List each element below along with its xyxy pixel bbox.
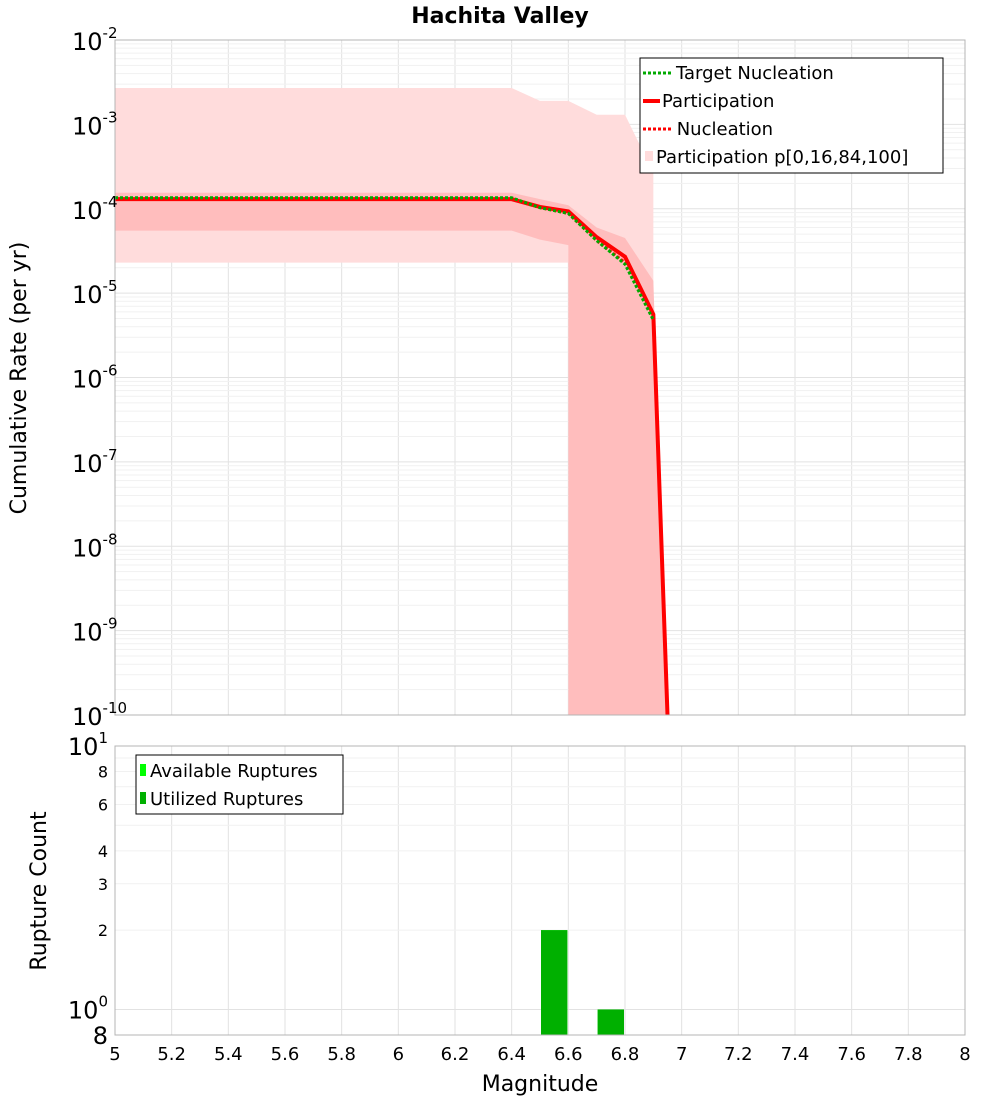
x-tick-label: 5.2 [157, 1044, 186, 1065]
rate-y-axis-title: Cumulative Rate (per yr) [7, 242, 32, 515]
bar-utilized [597, 1009, 624, 1035]
x-tick-label: 5 [109, 1044, 120, 1065]
participation-bands [115, 87, 668, 715]
legend-available-swatch [140, 764, 146, 776]
count-y-tick-label: 8 [98, 763, 108, 782]
rate-series [115, 196, 670, 716]
x-tick-label: 8 [959, 1044, 970, 1065]
x-tick-label: 7.6 [837, 1044, 866, 1065]
chart-title: Hachita Valley [411, 4, 589, 29]
x-tick-label: 6.6 [554, 1044, 583, 1065]
rate-legend: Target Nucleation Participation Nucleati… [639, 57, 944, 174]
count-x-ticks: 5 5.2 5.4 5.6 5.8 6 6.2 6.4 6.6 6.8 7 7.2 7.4 7.6 7.8 8 [109, 1044, 970, 1065]
participation-band-inner [115, 192, 668, 715]
x-tick-label: 5.4 [214, 1044, 243, 1065]
rate-plot-frame [114, 39, 966, 716]
rate-panel: 10-2 10-3 10-4 10-5 10-6 10-7 10-8 10-9 10-10 Cu… [7, 24, 966, 731]
x-tick-label: 6.8 [611, 1044, 640, 1065]
count-legend-box [135, 754, 344, 815]
legend-participation-band-label: Participation p[0,16,84,100] [656, 147, 908, 168]
x-tick-label: 7.4 [781, 1044, 810, 1065]
x-tick-label: 7.2 [724, 1044, 753, 1065]
count-y-tick-label: 2 [98, 921, 108, 940]
x-axis-title: Magnitude [482, 1072, 599, 1097]
rate-y-tick-label: 10-6 [72, 362, 118, 394]
count-y-tick-label: 100 [68, 992, 108, 1024]
rate-legend-box [639, 57, 944, 174]
count-y-tick-label: 101 [68, 729, 108, 761]
x-tick-label: 6.2 [441, 1044, 470, 1065]
count-bars [541, 930, 624, 1035]
legend-utilized-swatch [140, 792, 146, 804]
x-tick-label: 5.6 [271, 1044, 300, 1065]
series-target-line [115, 196, 655, 321]
count-y-tick-label: 6 [98, 795, 108, 814]
count-y-axis-title: Rupture Count [27, 811, 52, 971]
legend-nucleation-label: Nucleation [671, 119, 773, 140]
bar-utilized [541, 930, 568, 1035]
count-y-tick-label: 8 [93, 1022, 108, 1050]
count-y-tick-label: 3 [98, 875, 108, 894]
rate-y-tick-label: 10-5 [72, 277, 118, 309]
legend-participation-label: Participation [662, 91, 774, 112]
legend-participation-band-swatch [645, 151, 653, 161]
x-tick-label: 6 [393, 1044, 404, 1065]
rate-y-tick-label: 10-9 [72, 615, 118, 647]
legend-target-nucleation-label: Target Nucleation [675, 63, 834, 84]
x-tick-label: 6.4 [497, 1044, 526, 1065]
rate-y-tick-label: 10-2 [72, 24, 118, 56]
count-plot-frame [114, 745, 966, 1036]
rate-y-tick-label: 10-7 [72, 446, 118, 478]
participation-band-outer [115, 87, 654, 715]
count-legend: Available Ruptures Utilized Ruptures [135, 754, 344, 815]
rate-y-tick-label: 10-8 [72, 530, 118, 562]
x-tick-label: 7 [676, 1044, 687, 1065]
legend-available-label: Available Ruptures [150, 761, 318, 782]
count-y-tick-label: 4 [98, 842, 108, 861]
legend-utilized-label: Utilized Ruptures [150, 789, 303, 810]
x-tick-label: 5.8 [327, 1044, 356, 1065]
rate-y-tick-label: 10-10 [72, 699, 127, 731]
rate-y-tick-label: 10-3 [72, 108, 118, 140]
rate-y-ticks: 10-2 10-3 10-4 10-5 10-6 10-7 10-8 10-9 10-10 [72, 24, 127, 731]
rate-y-tick-label: 10-4 [72, 193, 118, 225]
x-tick-label: 7.8 [894, 1044, 923, 1065]
